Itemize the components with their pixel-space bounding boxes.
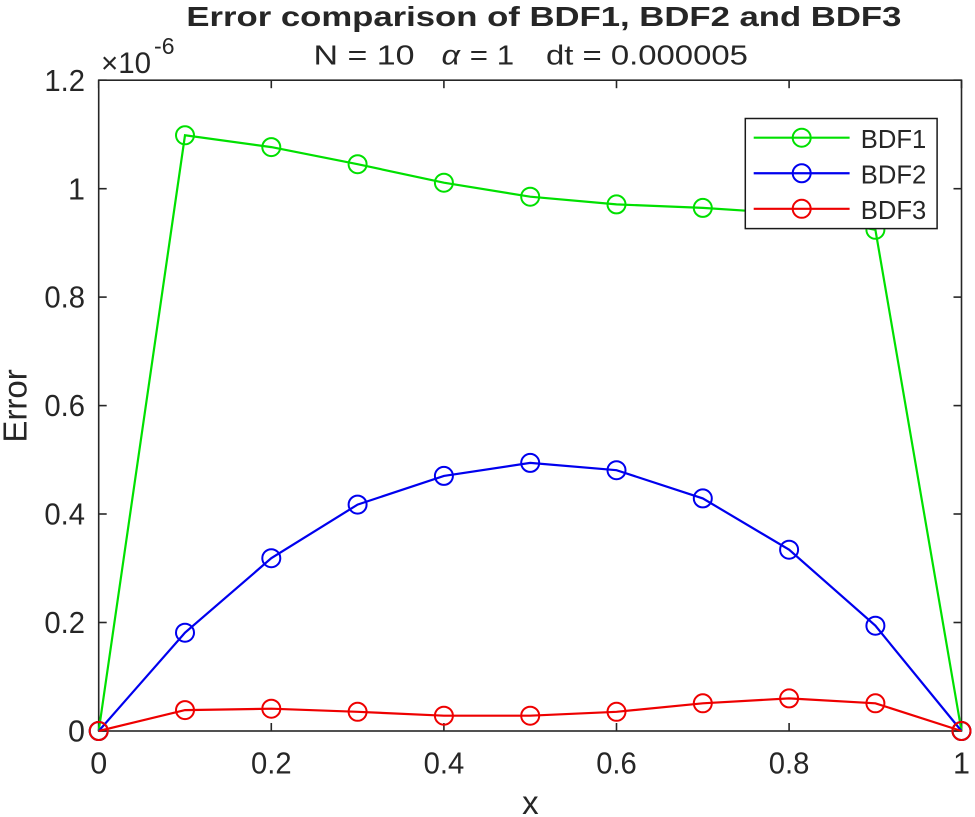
svg-text:1: 1 (953, 746, 970, 780)
svg-text:x: x (522, 784, 539, 817)
svg-text:BDF3: BDF3 (861, 195, 926, 225)
svg-text:0.6: 0.6 (44, 389, 85, 423)
svg-text:0.2: 0.2 (251, 746, 292, 780)
svg-text:0: 0 (68, 715, 85, 749)
svg-text:0.4: 0.4 (44, 498, 85, 532)
svg-text:Error comparison of BDF1, BDF2: Error comparison of BDF1, BDF2 and BDF3 (186, 1, 901, 32)
svg-text:= 1: = 1 (470, 39, 514, 70)
svg-text:BDF1: BDF1 (861, 124, 926, 154)
svg-text:α: α (442, 39, 462, 70)
svg-text:dt = 0.000005: dt = 0.000005 (546, 39, 748, 70)
svg-text:0.4: 0.4 (424, 746, 465, 780)
svg-text:1.2: 1.2 (44, 64, 85, 98)
svg-text:N = 10: N = 10 (314, 39, 415, 70)
svg-text:0.8: 0.8 (769, 746, 810, 780)
svg-text:0.2: 0.2 (44, 606, 85, 640)
svg-text:1: 1 (68, 172, 85, 206)
svg-text:0.8: 0.8 (44, 281, 85, 315)
svg-text:Error: Error (0, 369, 34, 442)
svg-text:0: 0 (90, 746, 107, 780)
svg-text:BDF2: BDF2 (861, 159, 926, 189)
svg-text:0.6: 0.6 (596, 746, 637, 780)
